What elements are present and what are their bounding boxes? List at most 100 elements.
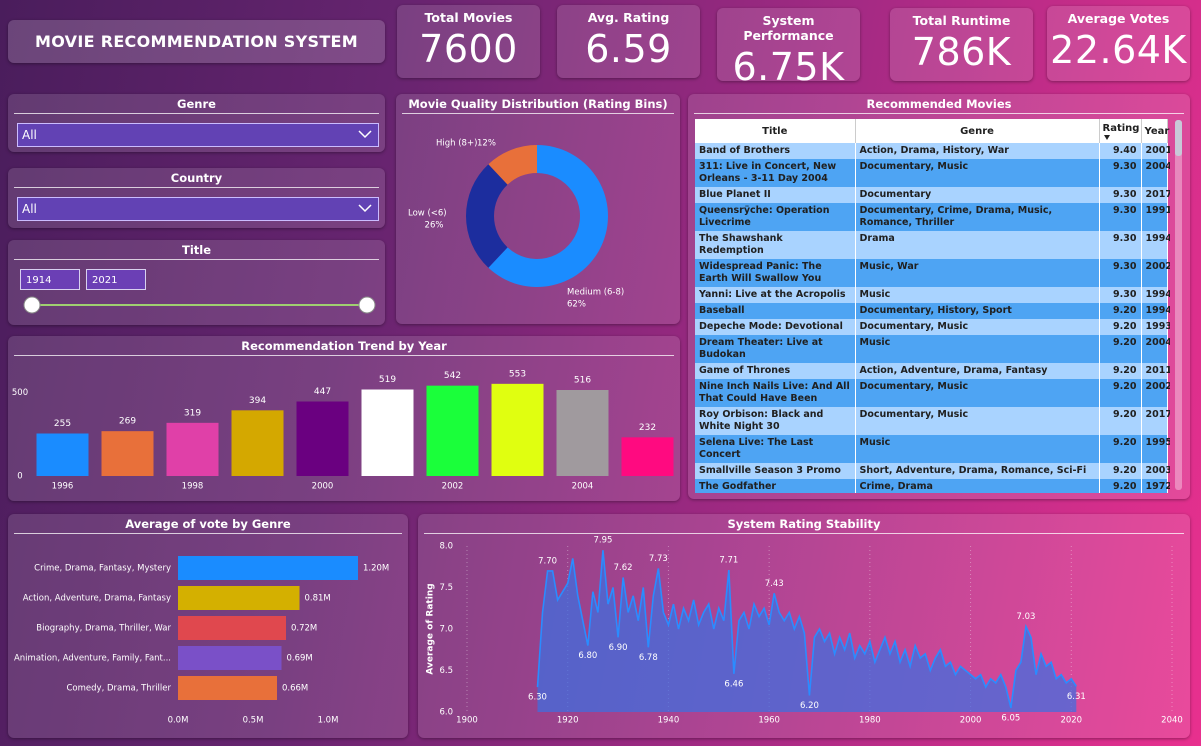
kpi-card: Total Runtime 786K bbox=[890, 8, 1033, 81]
table-cell: Widespread Panic: The Earth Will Swallow… bbox=[695, 259, 856, 287]
x-tick-label: 1996 bbox=[52, 482, 74, 492]
bar-chart: 0 500 255 1996 269 319 1998 394 447 2000 519 542 200… bbox=[12, 369, 674, 492]
table-row: Blue Planet II Documentary 9.30 2017 bbox=[695, 187, 1170, 203]
kpi-value: 7600 bbox=[419, 27, 518, 71]
value-label: 6.78 bbox=[639, 653, 658, 663]
table-cell: Music, War bbox=[855, 259, 1100, 287]
value-label: 553 bbox=[509, 369, 526, 379]
table-cell: 9.30 bbox=[1099, 203, 1142, 231]
table-cell: Selena Live: The Last Concert bbox=[695, 435, 856, 463]
table-cell: Music bbox=[855, 435, 1100, 463]
table-cell: 1994 bbox=[1141, 287, 1170, 303]
table-cell: The Godfather bbox=[695, 479, 856, 493]
scroll-thumb[interactable] bbox=[1175, 120, 1182, 156]
table-row: Smallville Season 3 Promo Short, Adventur… bbox=[695, 463, 1170, 479]
table-cell: Documentary, Crime, Drama, Music, Romanc… bbox=[855, 203, 1100, 231]
value-label: 269 bbox=[119, 417, 136, 427]
kpi-value: 6.75K bbox=[732, 45, 845, 81]
value-label: 0.72M bbox=[291, 624, 317, 634]
header-row: Title Genre Rating Year bbox=[695, 119, 1169, 143]
x-tick-label: 1900 bbox=[456, 716, 478, 726]
dropdown[interactable]: All bbox=[17, 197, 379, 221]
range-end[interactable]: 2021 bbox=[86, 269, 146, 290]
value-label: 7.62 bbox=[614, 563, 633, 573]
donut-slice bbox=[466, 164, 508, 268]
slider-handle[interactable] bbox=[23, 296, 41, 314]
y-tick-label: 7.0 bbox=[439, 625, 453, 635]
filter-label: Genre bbox=[14, 94, 379, 114]
bar bbox=[166, 422, 219, 476]
range-start[interactable]: 1914 bbox=[20, 269, 80, 290]
y-tick-label: 0 bbox=[17, 472, 22, 482]
table-cell: Documentary, Music bbox=[855, 379, 1100, 407]
value-label: 6.05 bbox=[1001, 713, 1020, 723]
chevron bbox=[358, 130, 372, 139]
table-cell: The Shawshank Redemption bbox=[695, 231, 856, 259]
table-cell: Blue Planet II bbox=[695, 187, 856, 203]
x-tick-label: 2000 bbox=[960, 716, 982, 726]
x-tick-label: 1920 bbox=[557, 716, 579, 726]
title-filter: Title 1914 2021 bbox=[8, 240, 385, 325]
y-tick-label: Biography, Drama, Thriller, War bbox=[36, 624, 171, 634]
x-tick-label: 2020 bbox=[1060, 716, 1082, 726]
column-header: Year bbox=[1141, 119, 1169, 143]
bar bbox=[556, 390, 609, 476]
x-tick-label: 2000 bbox=[312, 482, 334, 492]
table-cell: Documentary, Music bbox=[855, 319, 1100, 335]
table-cell: 9.20 bbox=[1099, 303, 1142, 319]
donut-slice bbox=[488, 145, 608, 287]
table-cell: Roy Orbison: Black and White Night 30 bbox=[695, 407, 856, 435]
kpi-card: System Performance 6.75K bbox=[717, 8, 860, 81]
table-cell: 2017 bbox=[1141, 407, 1170, 435]
area-chart: 1900 1920 1940 1960 1980 2000 2020 2040 6.0 6.5 7.… bbox=[426, 536, 1183, 726]
area-fill bbox=[537, 550, 1077, 712]
table-cell: Game of Thrones bbox=[695, 363, 856, 379]
dropdown[interactable]: All bbox=[17, 123, 379, 147]
table-cell: Short, Adventure, Drama, Romance, Sci-Fi bbox=[855, 463, 1100, 479]
bar bbox=[178, 586, 300, 610]
table-cell: Music bbox=[855, 335, 1100, 363]
y-tick-label: Action, Adventure, Drama, Fantasy bbox=[23, 594, 171, 604]
table-cell: 9.20 bbox=[1099, 435, 1142, 463]
table-cell: 9.30 bbox=[1099, 231, 1142, 259]
table-row: Band of Brothers Action, Drama, History, … bbox=[695, 143, 1170, 159]
table-cell: 9.20 bbox=[1099, 319, 1142, 335]
chart-title: Movie Quality Distribution (Rating Bins) bbox=[402, 94, 674, 114]
x-tick-label: 0.0M bbox=[168, 716, 189, 726]
table-cell: Smallville Season 3 Promo bbox=[695, 463, 856, 479]
table-cell: 9.20 bbox=[1099, 463, 1142, 479]
slice-value: 62% bbox=[567, 300, 586, 310]
chart-title: Average of vote by Genre bbox=[14, 514, 402, 534]
table-cell: Documentary bbox=[855, 187, 1100, 203]
scrollbar[interactable] bbox=[1175, 120, 1182, 490]
genre-filter: Genre All bbox=[8, 94, 385, 152]
kpi-value: 22.64K bbox=[1050, 28, 1187, 72]
bar bbox=[231, 410, 284, 476]
kpi-value: 786K bbox=[911, 30, 1012, 74]
y-tick-label: 6.5 bbox=[439, 666, 453, 676]
table-cell: 1972 bbox=[1141, 479, 1170, 493]
slice-value: 12% bbox=[477, 139, 496, 149]
table-cell: Action, Adventure, Drama, Fantasy bbox=[855, 363, 1100, 379]
x-tick-label: 2004 bbox=[572, 482, 594, 492]
chevron bbox=[358, 204, 372, 213]
y-tick-label: Comedy, Drama, Thriller bbox=[67, 684, 172, 694]
table-cell: 9.30 bbox=[1099, 287, 1142, 303]
table-panel: Recommended Movies Title Genre Rating Year … bbox=[688, 94, 1190, 499]
table-cell: Documentary, History, Sport bbox=[855, 303, 1100, 319]
dashboard-title: MOVIE RECOMMENDATION SYSTEM bbox=[34, 32, 359, 51]
table-cell: 9.30 bbox=[1099, 259, 1142, 287]
x-tick-label: 1.0M bbox=[318, 716, 339, 726]
table-cell: Documentary, Music bbox=[855, 159, 1100, 187]
slider-handle[interactable] bbox=[358, 296, 376, 314]
value-label: 255 bbox=[54, 419, 71, 429]
bar bbox=[178, 616, 286, 640]
slice-label: Low (<6) bbox=[408, 209, 447, 219]
y-tick-label: 7.5 bbox=[439, 583, 453, 593]
bar bbox=[178, 556, 358, 580]
bar bbox=[426, 385, 479, 476]
table-cell: 2004 bbox=[1141, 159, 1170, 187]
bar bbox=[101, 431, 154, 476]
table-wrap: Title Genre Rating Year Band of Brothers Act… bbox=[695, 119, 1170, 493]
kpi-card: Average Votes 22.64K bbox=[1047, 6, 1190, 81]
